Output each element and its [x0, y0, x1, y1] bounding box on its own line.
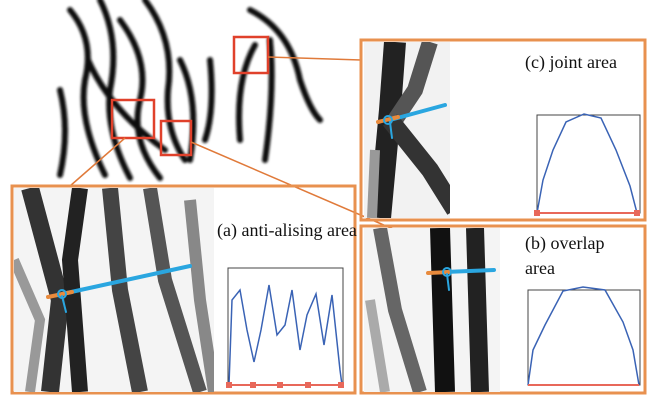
profile-plot-c	[534, 114, 640, 216]
panel-label: (b) overlap area	[525, 231, 625, 281]
zoom-joint	[364, 42, 455, 218]
panel-label: (c) joint area	[525, 50, 617, 75]
profile-plot-b	[528, 287, 640, 385]
zoom-overlap	[364, 228, 500, 392]
zoom-antialias	[14, 188, 214, 392]
figure: (c) joint area (a) anti-alising area (b)…	[0, 0, 652, 395]
panel-label: (a) anti-alising area	[217, 218, 367, 243]
profile-plot-a	[226, 268, 344, 388]
